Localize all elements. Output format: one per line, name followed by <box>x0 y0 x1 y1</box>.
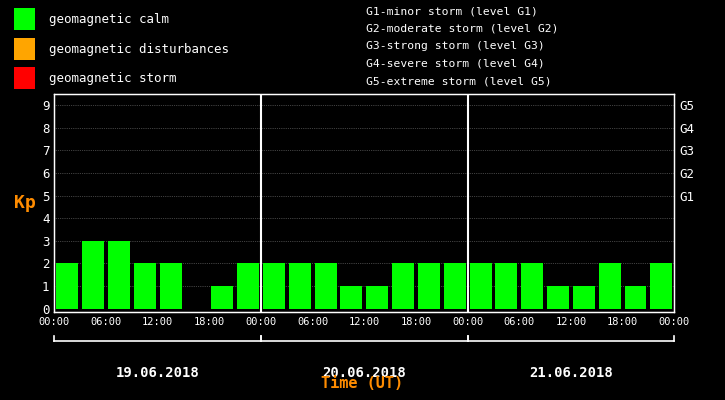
Text: 20.06.2018: 20.06.2018 <box>323 366 406 380</box>
Bar <box>14 38 35 60</box>
Bar <box>160 264 181 309</box>
Text: G1-minor storm (level G1): G1-minor storm (level G1) <box>366 6 538 16</box>
Bar <box>57 264 78 309</box>
Text: geomagnetic storm: geomagnetic storm <box>49 72 177 85</box>
Text: geomagnetic disturbances: geomagnetic disturbances <box>49 43 229 56</box>
Text: 19.06.2018: 19.06.2018 <box>116 366 199 380</box>
Bar <box>108 241 130 309</box>
Bar <box>624 286 647 309</box>
Bar <box>82 241 104 309</box>
Y-axis label: Kp: Kp <box>14 194 36 212</box>
Bar <box>495 264 518 309</box>
Text: G3-strong storm (level G3): G3-strong storm (level G3) <box>366 41 544 51</box>
Bar <box>14 8 35 30</box>
Text: 21.06.2018: 21.06.2018 <box>529 366 613 380</box>
Bar <box>341 286 362 309</box>
Text: G5-extreme storm (level G5): G5-extreme storm (level G5) <box>366 76 552 86</box>
Bar <box>418 264 440 309</box>
Bar <box>237 264 259 309</box>
Bar <box>521 264 543 309</box>
Bar <box>547 286 569 309</box>
Text: geomagnetic calm: geomagnetic calm <box>49 13 169 26</box>
Bar <box>366 286 388 309</box>
Bar <box>599 264 621 309</box>
Bar <box>14 67 35 89</box>
Bar <box>444 264 465 309</box>
Bar <box>211 286 233 309</box>
Text: G2-moderate storm (level G2): G2-moderate storm (level G2) <box>366 24 558 34</box>
Bar <box>470 264 492 309</box>
Bar <box>263 264 285 309</box>
Text: G4-severe storm (level G4): G4-severe storm (level G4) <box>366 59 544 69</box>
Text: Time (UT): Time (UT) <box>321 376 404 391</box>
Bar <box>315 264 336 309</box>
Bar <box>134 264 156 309</box>
Bar <box>650 264 672 309</box>
Bar <box>573 286 594 309</box>
Bar <box>392 264 414 309</box>
Bar <box>289 264 311 309</box>
